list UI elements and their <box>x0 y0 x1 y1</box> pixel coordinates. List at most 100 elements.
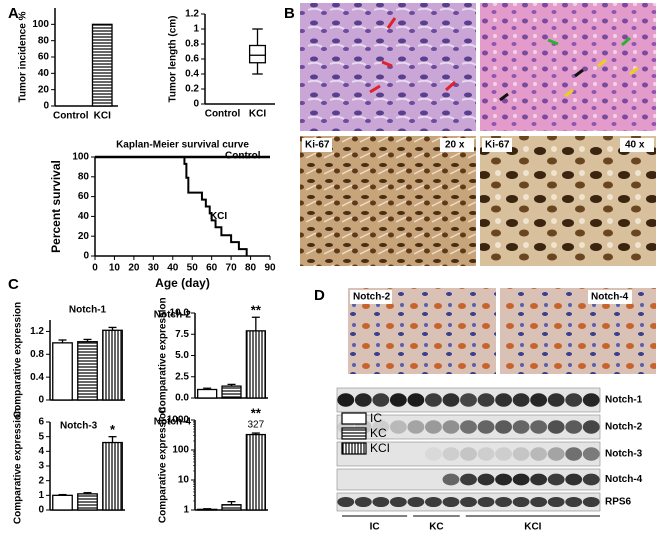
x-tick-label: 50 <box>187 263 199 274</box>
blot-band <box>565 393 583 407</box>
blot-band <box>372 393 390 407</box>
band-label: Notch-4 <box>605 474 643 485</box>
y-tick-label: 80 <box>78 171 90 182</box>
bar <box>245 330 266 399</box>
panel-label: D <box>314 287 325 304</box>
blot-band <box>477 496 495 508</box>
blot-band <box>495 496 512 508</box>
panel-label: A <box>8 5 19 22</box>
label-box <box>482 138 512 152</box>
bar <box>102 441 123 511</box>
y-axis-label: Comparative expression <box>158 407 169 523</box>
ki67-image <box>480 136 656 266</box>
y-tick-label: 20 <box>78 231 90 242</box>
y-tick-label: 4 <box>38 446 44 457</box>
band-label: RPS6 <box>605 497 632 508</box>
x-tick-label: 80 <box>245 263 257 274</box>
blot-band <box>582 447 600 461</box>
x-tick-label: 0 <box>92 263 98 274</box>
y-tick-label: 6 <box>38 417 44 428</box>
blot-band <box>442 420 460 434</box>
blot-band <box>547 447 565 461</box>
y-tick-label: 60 <box>38 52 50 63</box>
bar <box>52 342 73 401</box>
blot-band <box>512 496 530 508</box>
y-tick-label: 0.8 <box>30 349 44 360</box>
blot-band <box>442 496 460 508</box>
y-tick-label: 10 <box>178 475 190 486</box>
blot-band <box>425 393 442 407</box>
chart-title: Kaplan-Meier survival curve <box>116 140 249 151</box>
blot-band <box>530 447 548 461</box>
blot-band <box>389 496 407 508</box>
blot-band <box>495 393 512 407</box>
zoom-label: 20 x <box>445 140 465 151</box>
y-tick-label: 0.6 <box>185 54 199 65</box>
panel-label: B <box>284 5 295 22</box>
blot-band <box>582 420 600 434</box>
y-tick-label: 0.8 <box>185 39 199 50</box>
y-tick-label: 1000 <box>167 415 190 426</box>
blot-band <box>354 496 372 508</box>
y-tick-label: 1.2 <box>185 9 199 20</box>
blot-band <box>425 496 442 508</box>
legend-label: IC <box>370 411 382 425</box>
y-tick-label: 3 <box>38 461 44 472</box>
blot-band <box>442 393 460 407</box>
y-tick-label: 7.5 <box>175 329 189 340</box>
y-axis-label: Tumor length (cm) <box>168 15 179 102</box>
band-label: Notch-1 <box>605 395 643 406</box>
blot-band <box>495 420 512 434</box>
series-label: KCI <box>210 211 227 222</box>
blot-band <box>547 393 565 407</box>
y-tick-label: 5.0 <box>175 350 189 361</box>
x-tick-label: KCI <box>94 111 111 122</box>
x-tick-label: 90 <box>264 263 276 274</box>
blot-band <box>460 496 477 508</box>
blot-band <box>477 447 495 461</box>
bar <box>221 385 242 399</box>
legend-swatch <box>341 442 367 455</box>
y-tick-label: 5 <box>38 431 44 442</box>
blot-band <box>337 496 355 508</box>
significance: * <box>110 422 116 437</box>
y-tick-label: 0 <box>83 251 89 262</box>
group-label: KC <box>429 522 443 533</box>
y-tick-label: 80 <box>38 35 50 46</box>
blot-band <box>530 473 548 486</box>
y-tick-label: 100 <box>32 19 49 30</box>
micrographs-b: Ki-67 20 x Ki-67 40 x <box>300 3 656 266</box>
y-tick-label: 2 <box>38 475 44 486</box>
y-tick-label: 60 <box>78 191 90 202</box>
blot-band <box>582 473 600 486</box>
y-tick-label: 100 <box>172 445 189 456</box>
y-tick-label: 100 <box>72 152 89 163</box>
y-tick-label: 0 <box>38 505 44 516</box>
zoom-label: 40 x <box>625 140 645 151</box>
blot-band <box>495 447 512 461</box>
blot-band <box>372 496 390 508</box>
legend-label: KC <box>370 426 387 440</box>
y-tick-label: 0 <box>38 395 44 406</box>
blot-band <box>565 473 583 486</box>
bar <box>77 493 98 511</box>
y-tick-label: 0 <box>43 101 49 112</box>
blot-band <box>354 393 372 407</box>
blot-band <box>460 420 477 434</box>
ihc-image <box>500 288 656 374</box>
bar <box>197 508 218 511</box>
y-tick-label: 0 <box>193 99 199 110</box>
blot-band <box>425 420 442 434</box>
he-image <box>480 3 656 131</box>
stain-label: Ki-67 <box>485 140 510 151</box>
blot-band <box>512 420 530 434</box>
y-tick-label: 1 <box>38 490 44 501</box>
chart: 0 0.4 0.8 1.2 Comparative expression Notch-1 <box>13 302 125 418</box>
blot-band <box>565 496 583 508</box>
